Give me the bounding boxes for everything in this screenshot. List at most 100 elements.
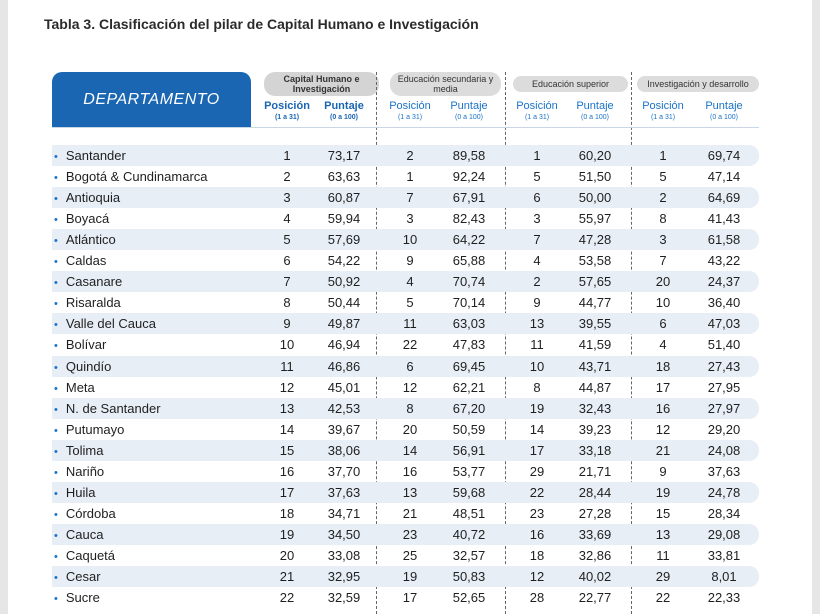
score-cell: 32,57 [452,547,486,563]
score-cell: 39,23 [578,421,612,437]
department-name-cell: • Caldas [52,250,106,271]
bullet-icon: • [54,172,58,185]
bullet-icon: • [54,445,58,458]
position-cell: 9 [283,316,291,332]
bullet-icon: • [54,508,58,521]
score-cell: 32,95 [327,569,361,584]
score-cell: 24,08 [707,442,741,458]
score-range: (0 a 100) [580,114,610,121]
department-name: N. de Santander [65,400,161,416]
department-name: Valle del Cauca [65,316,156,332]
department-name: Bolívar [65,337,107,353]
score-cell: 33,81 [707,547,741,563]
position-subheader: Posición (1 a 31) [257,101,317,123]
score-cell: 48,51 [452,505,486,521]
position-cell: 8 [406,400,414,416]
table-row: • Tolima 15 38,06 14 56,91 17 33,18 21 24,08 [52,439,759,461]
position-cell: 2 [283,169,291,185]
score-cell: 24,37 [707,274,741,290]
score-cell: 29,20 [707,421,741,437]
document-page: Tabla 3. Clasificación del pilar de Capi… [8,0,812,614]
bullet-icon: • [54,151,58,163]
score-cell: 57,65 [578,274,612,290]
score-cell: 47,83 [452,337,486,353]
score-cell: 27,28 [578,505,612,521]
bullet-icon: • [54,361,58,374]
position-cell: 18 [529,547,545,563]
score-cell: 44,77 [578,295,612,311]
score-cell: 32,43 [578,400,612,416]
position-range: (1 a 31) [650,114,676,121]
table-row: • Santander 1 73,17 2 89,58 1 60,20 1 69,74 [52,145,759,166]
position-cell: 6 [659,316,667,332]
bullet-icon: • [54,550,58,563]
bullet-icon: • [54,277,58,290]
department-name: Santander [65,148,126,163]
score-cell: 8,01 [711,569,737,584]
position-cell: 2 [406,148,414,163]
department-name-cell: • Atlántico [52,229,116,250]
position-cell: 1 [283,148,291,163]
position-cell: 13 [655,526,671,542]
score-cell: 42,53 [327,400,361,416]
position-cell: 17 [402,590,418,606]
department-name: Putumayo [65,421,125,437]
score-subheader: Puntaje (0 a 100) [565,101,625,123]
department-name-cell: • Casanare [52,271,122,292]
table-row: • Valle del Cauca 9 49,87 11 63,03 13 39,55 6 47,… [52,313,759,335]
bullet-icon: • [54,193,58,206]
score-cell: 24,78 [707,484,741,500]
score-cell: 38,06 [327,442,361,458]
score-range: (0 a 100) [454,114,484,121]
score-cell: 59,94 [327,211,361,227]
score-cell: 32,59 [327,590,361,606]
position-cell: 16 [529,526,545,542]
score-cell: 70,74 [452,274,486,290]
bullet-icon: • [54,298,58,311]
group-header-educacion-superior: Educación superior [513,76,628,92]
score-cell: 50,00 [578,190,612,206]
position-cell: 6 [533,190,541,206]
score-subheader: Puntaje (0 a 100) [314,101,374,123]
score-subheader: Puntaje (0 a 100) [439,101,499,123]
department-name-cell: • Bogotá & Cundinamarca [52,166,208,187]
table-row: • Sucre 22 32,59 17 52,65 28 22,77 22 22,33 [52,587,759,608]
position-cell: 5 [533,169,541,185]
position-cell: 3 [533,211,541,227]
department-name: Boyacá [65,211,110,227]
score-cell: 63,63 [327,169,361,185]
table-row: • Caldas 6 54,22 9 65,88 4 53,58 7 43,22 [52,250,759,271]
position-cell: 17 [529,442,545,458]
position-cell: 20 [655,274,671,290]
table-row: • N. de Santander 13 42,53 8 67,20 19 32,43 16 27… [52,397,759,419]
score-cell: 60,87 [327,190,361,206]
score-cell: 47,28 [578,232,612,248]
position-subheader: Posición (1 a 31) [380,101,440,123]
position-cell: 20 [402,421,418,437]
position-cell: 1 [659,148,667,163]
department-name-cell: • Cauca [52,524,103,545]
position-cell: 10 [279,337,295,353]
bullet-icon: • [54,382,58,395]
department-name-cell: • Nariño [52,461,104,482]
score-cell: 21,71 [578,463,612,479]
position-range: (1 a 31) [397,114,423,121]
score-label: Puntaje [450,100,488,112]
position-cell: 18 [655,358,671,374]
position-cell: 8 [659,211,667,227]
department-name-cell: • Sucre [52,587,100,608]
score-cell: 59,68 [452,484,486,500]
bullet-icon: • [54,256,58,269]
position-cell: 13 [529,316,545,332]
department-name-cell: • Bolívar [52,334,106,355]
department-name-cell: • Risaralda [52,292,121,313]
department-name-cell: • Caquetá [52,545,115,566]
department-name-cell: • Putumayo [52,419,124,440]
score-cell: 69,45 [452,358,486,374]
position-label: Posición [389,100,431,112]
bullet-icon: • [54,403,58,416]
position-subheader: Posición (1 a 31) [507,101,567,123]
score-cell: 33,08 [327,547,361,563]
score-cell: 37,63 [327,484,361,500]
column-divider [631,72,632,614]
